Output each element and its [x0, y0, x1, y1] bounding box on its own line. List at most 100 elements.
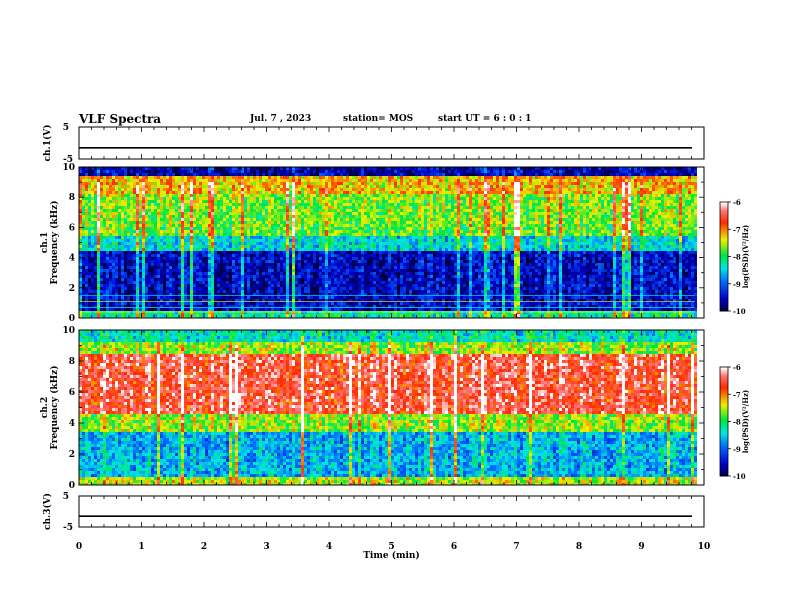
ch1-spectrogram-cell — [91, 251, 94, 254]
ch1-spectrogram-cell — [271, 245, 274, 248]
ch1-spectrogram-cell — [97, 302, 100, 305]
ch1-spectrogram-cell — [109, 293, 112, 296]
ch1-spectrogram-cell — [301, 293, 304, 296]
ch1-spectrogram-cell — [172, 302, 175, 305]
ch1-spectrogram-cell — [130, 266, 133, 269]
ch1-spectrogram-cell — [97, 185, 100, 188]
ch1-spectrogram-cell — [193, 239, 196, 242]
ch1-spectrogram-cell — [229, 242, 232, 245]
ch1-spectrogram-cell — [280, 296, 283, 299]
ch1-spectrogram-cell — [214, 275, 217, 278]
ch1-spectrogram-cell — [301, 200, 304, 203]
ch1-spectrogram-cell — [325, 218, 328, 221]
ch1-spectrogram-cell — [88, 272, 91, 275]
ch1-spectrogram-cell — [253, 170, 256, 173]
ch1-spectrogram-cell — [352, 266, 355, 269]
ch1-spectrogram-cell — [115, 242, 118, 245]
ch1-spectrogram-cell — [199, 275, 202, 278]
ch1-spectrogram-cell — [247, 308, 250, 311]
ch1-spectrogram-cell — [289, 302, 292, 305]
ch1-spectrogram-cell — [145, 278, 148, 281]
ch1-spectrogram-cell — [262, 278, 265, 281]
ch1-spectrogram-cell — [337, 182, 340, 185]
ch1-spectrogram-cell — [127, 239, 130, 242]
ch1-spectrogram-cell — [316, 221, 319, 224]
ch1-spectrogram-cell — [163, 296, 166, 299]
ch1-spectrogram-cell — [133, 293, 136, 296]
ch1-spectrogram-cell — [322, 209, 325, 212]
ch1-spectrogram-cell — [343, 194, 346, 197]
ch1-spectrogram-cell — [265, 173, 268, 176]
ch1-spectrogram-cell — [190, 311, 193, 314]
ch1-spectrogram-cell — [175, 254, 178, 257]
ch1-spectrogram-cell — [205, 227, 208, 230]
ch1-spectrogram-cell — [133, 296, 136, 299]
ch1-spectrogram-cell — [256, 233, 259, 236]
ch1-spectrogram-cell — [103, 305, 106, 308]
ch1-spectrogram-cell — [211, 308, 214, 311]
ch1-spectrogram-cell — [214, 167, 217, 170]
ch1-spectrogram-cell — [328, 230, 331, 233]
ch1-spectrogram-cell — [148, 287, 151, 290]
ch1-spectrogram-cell — [295, 245, 298, 248]
ch1-spectrogram-cell — [136, 296, 139, 299]
ch1-spectrogram-cell — [211, 245, 214, 248]
ch1-spectrogram-cell — [349, 179, 352, 182]
ch1-spectrogram-cell — [154, 266, 157, 269]
ch1-spectrogram-cell — [184, 224, 187, 227]
ch1-spectrogram-cell — [205, 206, 208, 209]
ch1-spectrogram-cell — [370, 248, 373, 251]
ch1-spectrogram-cell — [286, 251, 289, 254]
ch1-spectrogram-cell — [85, 248, 88, 251]
ch1-spectrogram-cell — [259, 290, 262, 293]
ch1-spectrogram-cell — [223, 311, 226, 314]
ch1-spectrogram-cell — [79, 215, 82, 218]
ch1-spectrogram-cell — [112, 314, 115, 317]
ch1-spectrogram-cell — [118, 200, 121, 203]
ch1-spectrogram-cell — [85, 287, 88, 290]
ch1-spectrogram-cell — [169, 266, 172, 269]
ch1-spectrogram-cell — [130, 218, 133, 221]
ch1-spectrogram-cell — [226, 239, 229, 242]
ch1-spectrogram-cell — [193, 290, 196, 293]
ch1-spectrogram-cell — [244, 170, 247, 173]
ch1-spectrogram-cell — [193, 278, 196, 281]
ch1-spectrogram-cell — [139, 290, 142, 293]
ch1-spectrogram-cell — [280, 230, 283, 233]
ch1-spectrogram-cell — [328, 314, 331, 317]
ch1-spectrogram-cell — [274, 302, 277, 305]
ch1-spectrogram-cell — [301, 299, 304, 302]
ch1-spectrogram-cell — [253, 296, 256, 299]
ch1-spectrogram-cell — [250, 179, 253, 182]
ch1-spectrogram-cell — [106, 251, 109, 254]
ch1-spectrogram-cell — [187, 227, 190, 230]
ch1-spectrogram-cell — [154, 242, 157, 245]
ch1-spectrogram-cell — [100, 245, 103, 248]
ch1-spectrogram-cell — [202, 188, 205, 191]
ch1-spectrogram-cell — [253, 197, 256, 200]
ch1-spectrogram-cell — [343, 197, 346, 200]
ch1-spectrogram-cell — [142, 218, 145, 221]
ch1-spectrogram-cell — [160, 248, 163, 251]
ch1-spectrogram-cell — [295, 257, 298, 260]
ch1-spectrogram-cell — [322, 290, 325, 293]
ch1-spectrogram-cell — [232, 248, 235, 251]
ch1-spectrogram-cell — [343, 263, 346, 266]
ch1-spectrogram-cell — [190, 251, 193, 254]
ch1-spectrogram-cell — [325, 266, 328, 269]
ch1-spectrogram-cell — [124, 278, 127, 281]
ch1-spectrogram-cell — [229, 167, 232, 170]
ch1-spectrogram-cell — [196, 176, 199, 179]
ch1-spectrogram-cell — [265, 197, 268, 200]
ch1-spectrogram-cell — [85, 278, 88, 281]
ch1-spectrogram-cell — [130, 287, 133, 290]
ch1-spectrogram-cell — [109, 275, 112, 278]
ch1-spectrogram-cell — [169, 248, 172, 251]
ch1-spectrogram-cell — [286, 179, 289, 182]
ch1-spectrogram-cell — [118, 299, 121, 302]
ch1-spectrogram-cell — [211, 314, 214, 317]
ch1-spectrogram-cell — [304, 215, 307, 218]
ch1-spectrogram-cell — [145, 191, 148, 194]
ch1-spectrogram-cell — [298, 203, 301, 206]
ch1-spectrogram-cell — [121, 206, 124, 209]
